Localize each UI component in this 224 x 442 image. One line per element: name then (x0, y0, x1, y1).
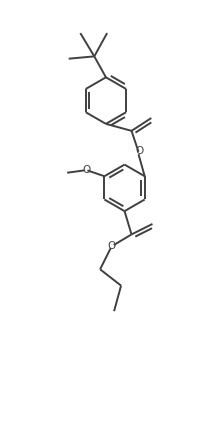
Text: O: O (83, 165, 91, 175)
Text: O: O (108, 241, 116, 251)
Text: O: O (135, 146, 143, 156)
